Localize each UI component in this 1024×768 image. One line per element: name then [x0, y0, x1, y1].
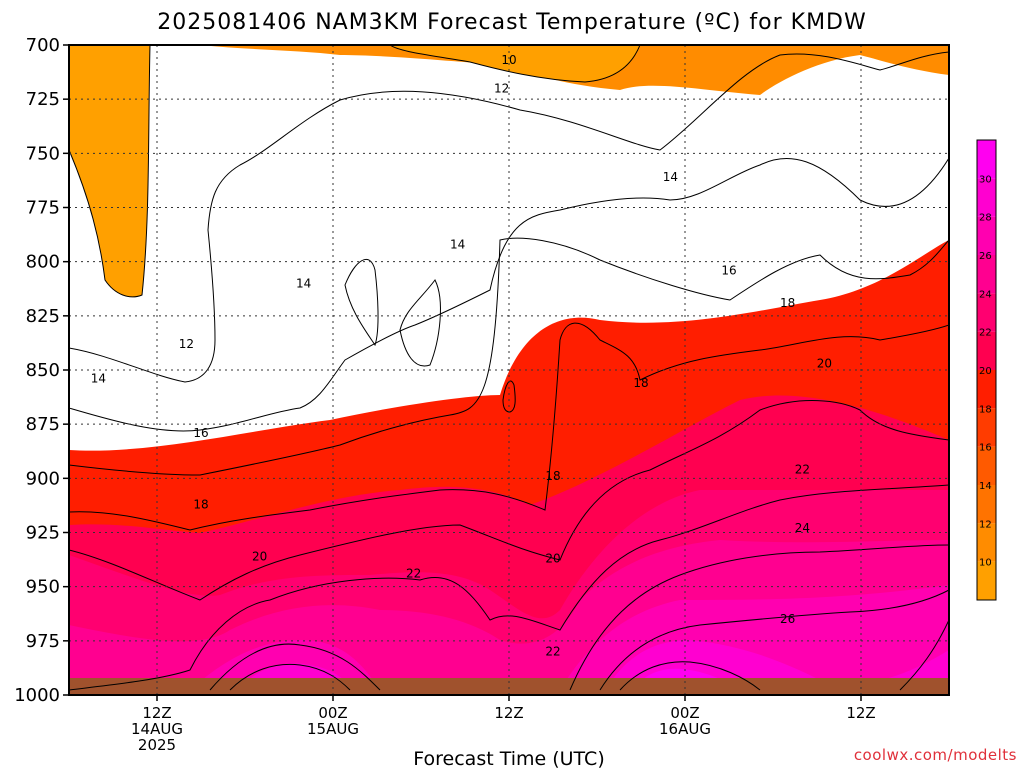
contour-line-14-island-a: [344, 258, 379, 347]
y-tick-label: 775: [26, 198, 60, 219]
colorbar-tick-label: 20: [979, 366, 992, 377]
colorbar-tick-label: 24: [979, 289, 992, 300]
colorbar-swatch: [977, 178, 996, 217]
temperature-field: [69, 45, 949, 695]
contour-label: 12: [494, 81, 509, 95]
grid: [69, 45, 949, 695]
colorbar-swatch: [977, 140, 996, 179]
y-tick-label: 850: [26, 360, 60, 381]
contour-label: 12: [179, 337, 194, 351]
band-8-10: [69, 45, 640, 297]
colorbar-tick-label: 26: [979, 251, 992, 262]
x-tick-label: 2025: [138, 736, 176, 754]
ground-strip: [69, 678, 949, 695]
band-10-12: [69, 45, 949, 95]
y-tick-label: 950: [26, 577, 60, 598]
colorbar-tick-label: 12: [979, 519, 992, 530]
chart-title: 2025081406 NAM3KM Forecast Temperature (…: [157, 10, 867, 35]
colorbar-tick-label: 28: [979, 213, 992, 224]
x-tick-label: 12Z: [846, 704, 875, 722]
colorbar-swatch: [977, 523, 996, 562]
colorbar-tick-label: 10: [979, 558, 992, 569]
contour-line-20: [69, 400, 949, 601]
contour-label: 18: [633, 376, 648, 390]
contour-line-22: [69, 484, 949, 691]
contour-label: 22: [545, 645, 560, 659]
colorbar-swatch: [977, 216, 996, 255]
contour-label: 26: [780, 612, 795, 626]
contour-line-18: [69, 322, 949, 531]
x-tick-label: 15AUG: [307, 720, 359, 738]
contour-label: 20: [545, 552, 560, 566]
contour-line-14: [69, 157, 949, 432]
colorbar: 10 12 14 16 18 20 22 24 26 28 30: [976, 139, 997, 601]
contour-line-28: [619, 619, 949, 691]
x-tick-label: 14AUG: [131, 720, 183, 738]
contour-line-18-island: [502, 380, 516, 413]
x-tick-label: 12Z: [494, 704, 523, 722]
y-tick-label: 750: [26, 143, 60, 164]
colorbar-swatch: [977, 408, 996, 447]
colorbar-swatch: [977, 561, 996, 600]
y-tick-label: 975: [26, 631, 60, 652]
colorbar-swatch: [977, 255, 996, 294]
contour-label: 24: [795, 521, 810, 535]
colorbar-swatch: [977, 370, 996, 409]
y-tick-label: 900: [26, 468, 60, 489]
colorbar-tick-label: 30: [979, 174, 992, 185]
y-tick-label: 700: [26, 35, 60, 56]
contour-line-10: [69, 45, 641, 298]
x-axis-label: Forecast Time (UTC): [413, 748, 604, 768]
y-axis: 700 725 750 775 800 825 850 875 900 925 950 975 1000: [14, 35, 69, 706]
contour-labels: 10 12 12 14 14 14 14 16 16 18 18 18 18 20 20 20 22 22 22 24…: [91, 53, 832, 659]
y-tick-label: 875: [26, 414, 60, 435]
colorbar-tick-label: 16: [979, 443, 992, 454]
colorbar-tick-label: 22: [979, 328, 992, 339]
contour-label: 14: [91, 372, 106, 386]
contour-label: 20: [252, 549, 267, 563]
colorbar-swatch: [977, 331, 996, 370]
contour-label: 16: [721, 263, 736, 277]
colorbar-tick-label: 14: [979, 481, 992, 492]
colorbar-swatch: [977, 446, 996, 485]
colorbar-frame: [976, 139, 997, 601]
y-tick-label: 800: [26, 252, 60, 273]
colorbar-swatch: [977, 485, 996, 524]
credit-text: coolwx.com/modelts: [854, 746, 1017, 764]
contour-line-12: [69, 51, 949, 383]
x-tick-label: 16AUG: [659, 720, 711, 738]
contour-label: 22: [795, 463, 810, 477]
y-tick-label: 825: [26, 306, 60, 327]
contour-label: 20: [817, 357, 832, 371]
contour-label: 22: [406, 567, 421, 581]
contour-label: 10: [501, 53, 516, 67]
contour-label: 14: [296, 276, 311, 290]
contour-label: 14: [450, 237, 465, 251]
contour-label: 18: [780, 296, 795, 310]
colorbar-tick-label: 18: [979, 404, 992, 415]
x-tick-label: 00Z: [318, 704, 347, 722]
contour-label: 14: [663, 170, 678, 184]
contour-label: 18: [545, 469, 560, 483]
contour-label: 16: [193, 426, 208, 440]
contour-line-26: [229, 589, 949, 691]
colorbar-swatch: [977, 293, 996, 332]
y-tick-label: 925: [26, 523, 60, 544]
contour-line-24: [209, 544, 949, 691]
contour-label: 18: [193, 497, 208, 511]
y-tick-label: 1000: [14, 685, 60, 706]
x-tick-label: 00Z: [670, 704, 699, 722]
x-tick-label: 12Z: [142, 704, 171, 722]
y-tick-label: 725: [26, 89, 60, 110]
contour-line-14-island-b: [399, 279, 441, 367]
